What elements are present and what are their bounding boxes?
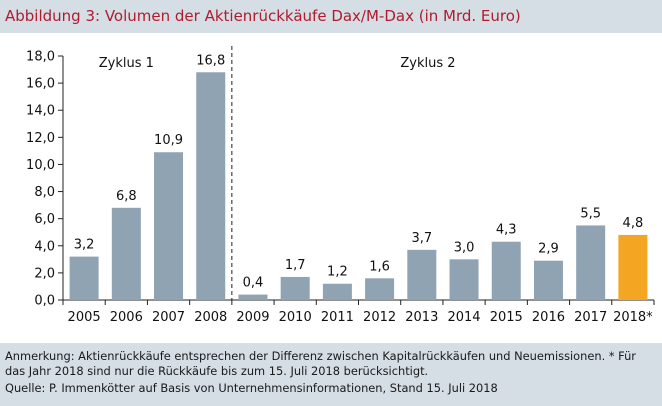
y-tick-label: 2,0 — [34, 266, 55, 281]
bar — [491, 241, 521, 300]
bar — [365, 278, 395, 300]
x-tick-label: 2012 — [363, 310, 396, 325]
bar — [196, 72, 226, 300]
data-label: 1,7 — [285, 258, 306, 273]
data-label: 3,7 — [411, 231, 432, 246]
y-tick-label: 4,0 — [34, 239, 55, 254]
x-tick-label: 2011 — [321, 310, 354, 325]
footnote: Anmerkung: Aktienrückkäufe entsprechen d… — [5, 349, 636, 378]
y-tick-label: 8,0 — [34, 185, 55, 200]
bar — [618, 234, 648, 300]
data-label: 0,4 — [243, 276, 264, 291]
data-label: 10,9 — [154, 133, 183, 148]
bar-chart: 0,0 2,0 4,0 6,0 8,0 10,0 12,0 14,0 16,0 18,0 2005 2… — [26, 46, 655, 325]
bar — [280, 276, 310, 300]
bar — [407, 249, 437, 300]
bar — [533, 260, 563, 300]
axis-layer: 0,0 2,0 4,0 6,0 8,0 10,0 12,0 14,0 16,0 18,0 2005 2… — [26, 46, 655, 325]
x-tick-label: 2013 — [405, 310, 438, 325]
bar-layer — [69, 72, 648, 300]
note-box: Anmerkung: Aktienrückkäufe entsprechen d… — [0, 343, 662, 406]
data-label: 16,8 — [196, 53, 225, 68]
y-tick-label: 14,0 — [26, 104, 55, 119]
bar — [69, 256, 99, 300]
bar — [154, 152, 184, 300]
data-label: 4,3 — [496, 223, 517, 238]
x-tick-label: 2009 — [236, 310, 269, 325]
bar — [449, 259, 479, 300]
x-tick-label: 2018* — [613, 310, 653, 325]
x-tick-label: 2008 — [194, 310, 227, 325]
bar — [238, 294, 268, 300]
title-bar: Abbildung 3: Volumen der Aktienrückkäufe… — [0, 0, 662, 33]
data-label: 1,2 — [327, 265, 348, 280]
x-tick-label: 2015 — [490, 310, 523, 325]
data-label: 3,0 — [454, 240, 475, 255]
label-layer: Zyklus 1 Zyklus 2 3,2 6,8 10,9 16,8 0,4 1,7 1,2 1… — [74, 53, 643, 290]
bar — [576, 225, 606, 300]
x-tick-label: 2017 — [574, 310, 607, 325]
data-label: 5,5 — [580, 206, 601, 221]
chart-area: 0,0 2,0 4,0 6,0 8,0 10,0 12,0 14,0 16,0 18,0 2005 2… — [0, 33, 662, 343]
data-label: 3,2 — [74, 238, 95, 253]
y-tick-label: 18,0 — [26, 50, 55, 65]
source-line: Quelle: P. Immenkötter auf Basis von Unt… — [5, 381, 498, 395]
x-tick-label: 2006 — [110, 310, 143, 325]
data-label: 6,8 — [116, 189, 137, 204]
x-tick-label: 2014 — [447, 310, 480, 325]
x-tick-label: 2016 — [532, 310, 565, 325]
data-label: 2,9 — [538, 242, 559, 257]
chart-title: Abbildung 3: Volumen der Aktienrückkäufe… — [5, 7, 521, 25]
y-tick-label: 12,0 — [26, 131, 55, 146]
bar — [111, 207, 141, 300]
x-tick-label: 2007 — [152, 310, 185, 325]
data-label: 4,8 — [623, 216, 644, 231]
data-label: 1,6 — [369, 259, 390, 274]
x-tick-label: 2010 — [279, 310, 312, 325]
y-tick-label: 10,0 — [26, 158, 55, 173]
cycle-label: Zyklus 1 — [99, 56, 154, 71]
y-tick-label: 6,0 — [34, 212, 55, 227]
y-tick-label: 0,0 — [34, 294, 55, 309]
x-tick-label: 2005 — [68, 310, 101, 325]
cycle-label: Zyklus 2 — [400, 56, 455, 71]
y-tick-label: 16,0 — [26, 77, 55, 92]
bar — [322, 283, 352, 300]
